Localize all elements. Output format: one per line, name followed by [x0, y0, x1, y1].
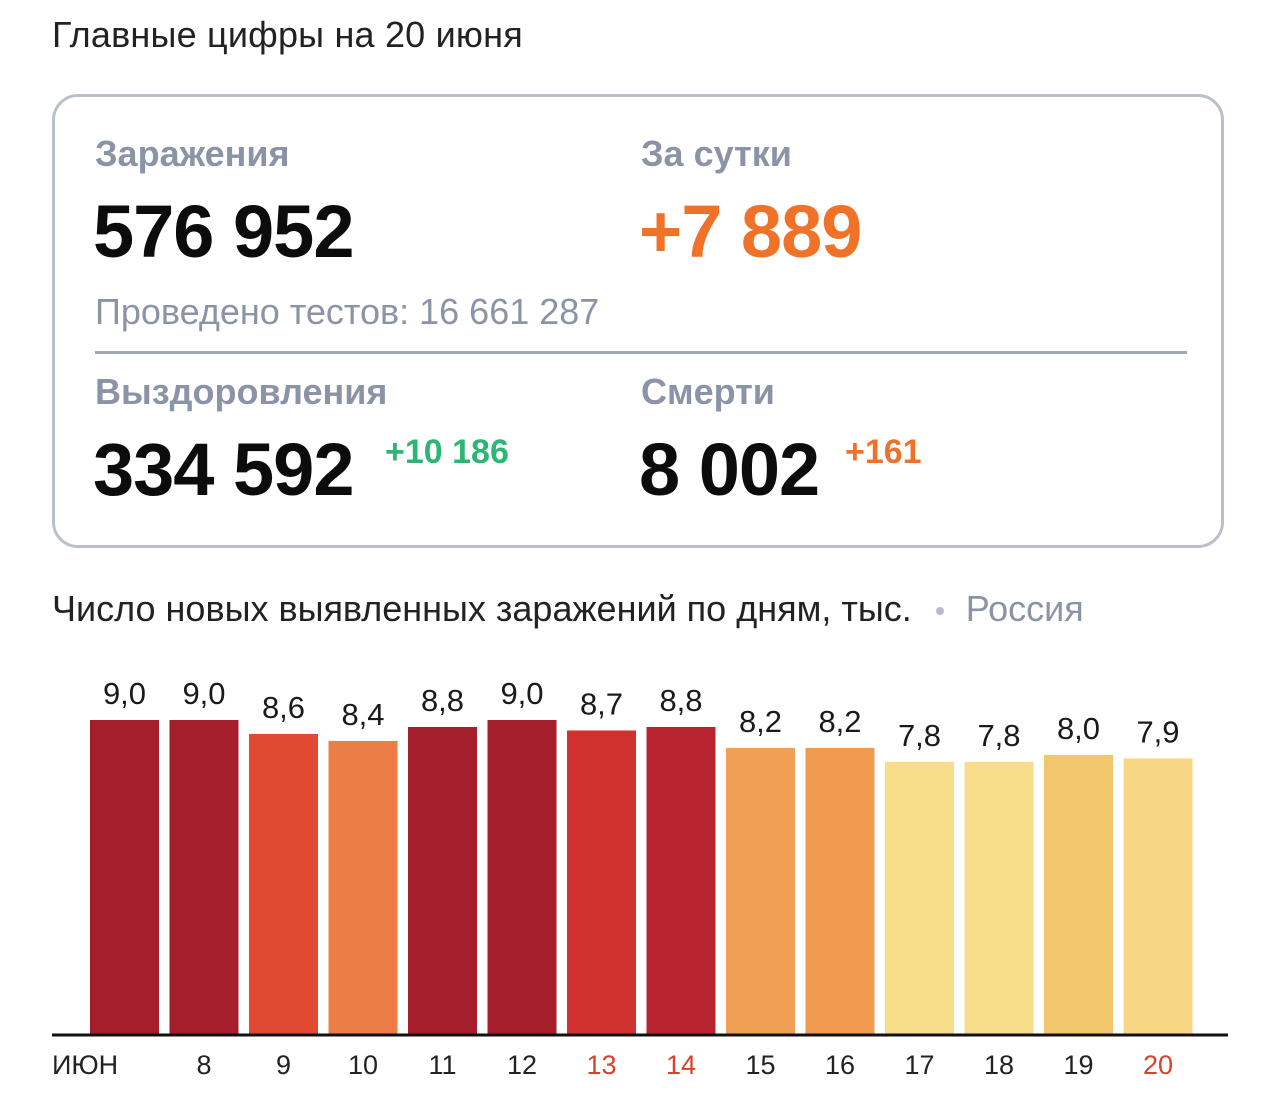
- bar-19[interactable]: [1044, 754, 1113, 1034]
- x-tick-label-9: 9: [276, 1050, 291, 1080]
- x-tick-label-14: 14: [666, 1050, 696, 1080]
- region-selector[interactable]: Россия: [965, 588, 1084, 629]
- value-label-7: 9,0: [103, 676, 146, 711]
- value-label-8: 9,0: [182, 676, 225, 711]
- bar-11[interactable]: [408, 726, 477, 1034]
- value-label-19: 8,0: [1057, 711, 1100, 746]
- x-tick-label-10: 10: [348, 1050, 378, 1080]
- value-label-17: 7,8: [898, 718, 941, 753]
- value-label-15: 8,2: [739, 704, 782, 739]
- x-tick-label-7: ИЮН: [52, 1050, 118, 1080]
- chart-title: Число новых выявленных заражений по дням…: [52, 588, 1084, 630]
- recoveries-delta: +10 186: [385, 433, 509, 471]
- bar-7[interactable]: [90, 720, 159, 1034]
- value-label-12: 9,0: [500, 676, 543, 711]
- bar-20[interactable]: [1123, 758, 1193, 1034]
- separator-dot-icon: [935, 607, 944, 616]
- recoveries-label: Выздоровления: [95, 371, 388, 412]
- infections-label: Заражения: [95, 133, 290, 174]
- value-label-14: 8,8: [659, 683, 702, 718]
- value-label-9: 8,6: [262, 690, 305, 725]
- x-tick-label-20: 20: [1143, 1050, 1173, 1080]
- tests-count: Проведено тестов: 16 661 287: [95, 291, 600, 332]
- stats-card: Заражения 576 952 За сутки +7 889 Провед…: [52, 94, 1224, 548]
- bar-12[interactable]: [487, 720, 557, 1034]
- recoveries-value: 334 592: [93, 428, 354, 511]
- per-day-label: За сутки: [641, 133, 792, 174]
- card-divider: [95, 351, 1187, 354]
- bar-8[interactable]: [169, 720, 239, 1034]
- value-label-18: 7,8: [977, 718, 1020, 753]
- deaths-value: 8 002: [639, 428, 820, 511]
- x-tick-label-19: 19: [1063, 1050, 1093, 1080]
- value-label-11: 8,8: [421, 683, 464, 718]
- value-label-10: 8,4: [341, 697, 384, 732]
- x-tick-label-13: 13: [586, 1050, 616, 1080]
- bar-16[interactable]: [805, 747, 875, 1034]
- x-tick-label-18: 18: [984, 1050, 1014, 1080]
- x-tick-label-8: 8: [196, 1050, 211, 1080]
- bar-14[interactable]: [646, 726, 716, 1034]
- value-label-13: 8,7: [580, 686, 623, 721]
- value-label-20: 7,9: [1136, 714, 1179, 749]
- value-label-16: 8,2: [818, 704, 861, 739]
- per-day-value: +7 889: [639, 190, 862, 273]
- deaths-label: Смерти: [641, 371, 775, 412]
- bar-17[interactable]: [885, 761, 954, 1034]
- bar-10[interactable]: [328, 740, 398, 1034]
- x-tick-label-17: 17: [904, 1050, 934, 1080]
- bar-18[interactable]: [964, 761, 1034, 1034]
- chart-title-text: Число новых выявленных заражений по дням…: [52, 588, 912, 629]
- infections-value: 576 952: [93, 190, 354, 273]
- x-tick-label-16: 16: [825, 1050, 855, 1080]
- bar-15[interactable]: [726, 747, 795, 1034]
- deaths-delta: +161: [845, 433, 922, 471]
- x-tick-label-11: 11: [428, 1050, 456, 1080]
- daily-cases-chart: 9,0 ИЮН 9,0 8 8,6 9 8,4 10 8,8 11 9,0 12 8,7 13 8,8 14 8…: [52, 676, 1228, 1080]
- x-tick-label-12: 12: [507, 1050, 537, 1080]
- page-title: Главные цифры на 20 июня: [52, 14, 523, 55]
- bar-9[interactable]: [249, 733, 318, 1034]
- x-tick-label-15: 15: [745, 1050, 775, 1080]
- bar-13[interactable]: [567, 730, 636, 1034]
